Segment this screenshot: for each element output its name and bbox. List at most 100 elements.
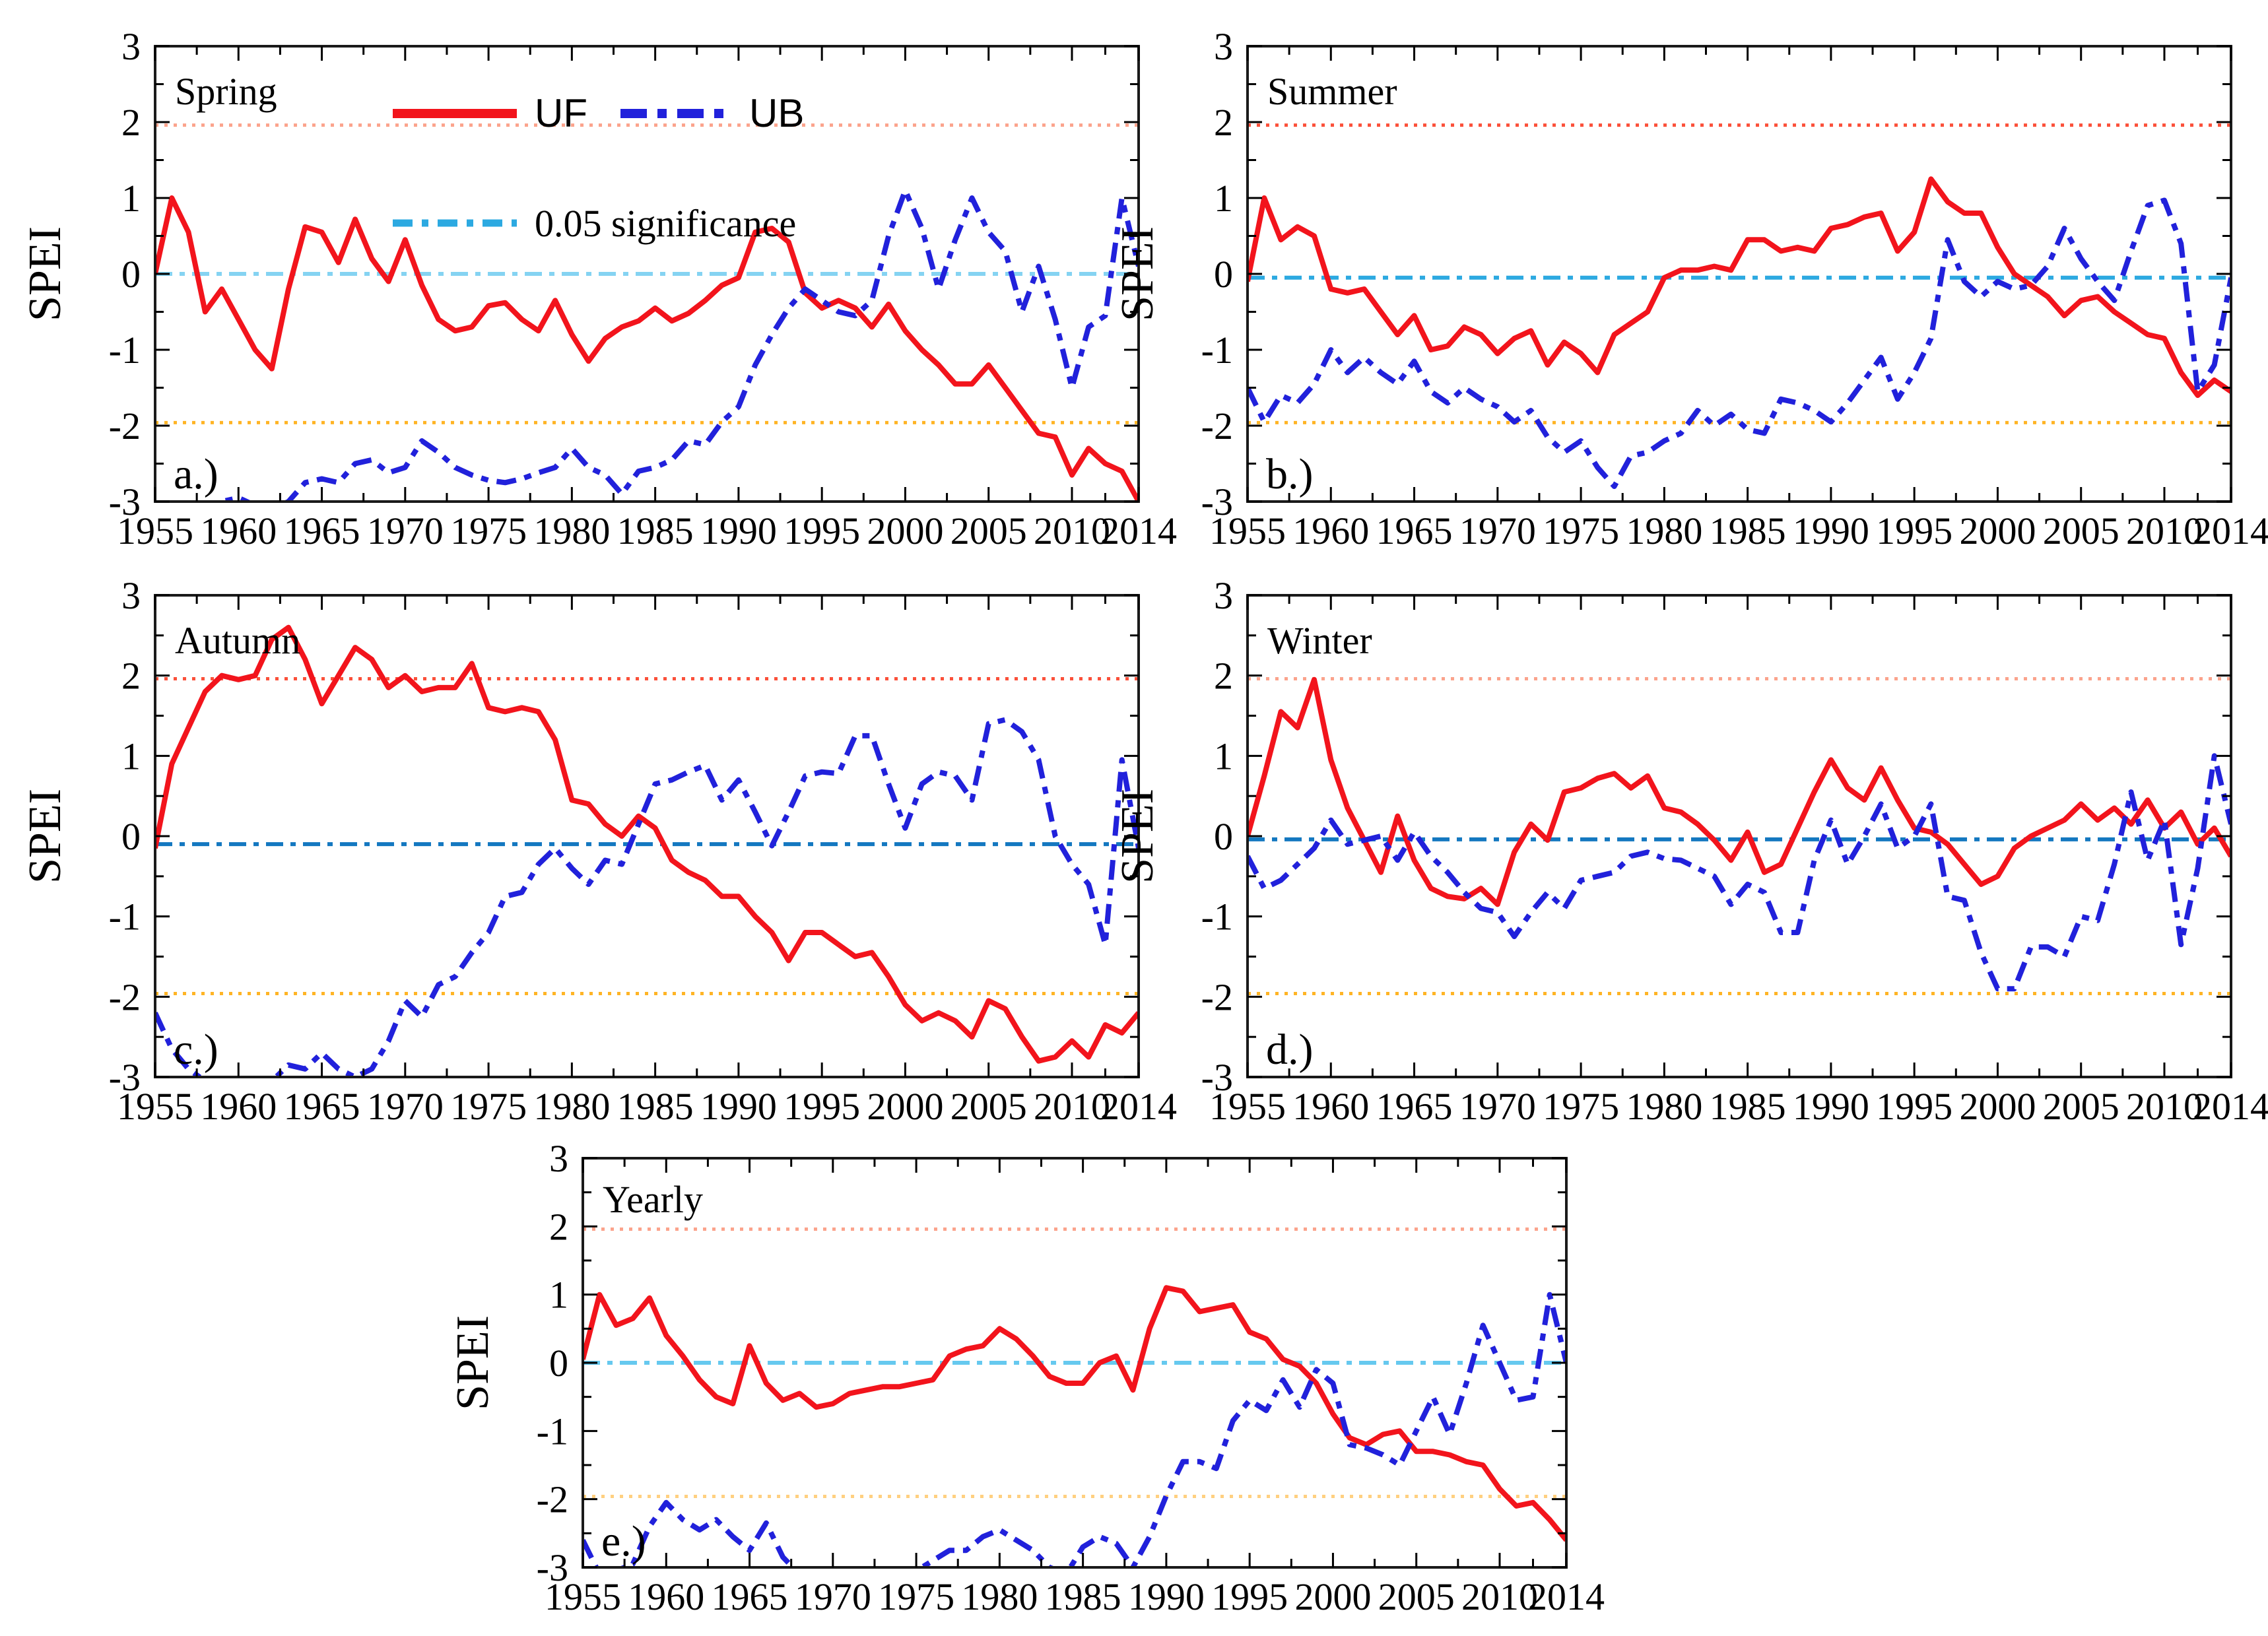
x-tick-label: 2010 <box>1034 509 1110 552</box>
y-tick-label: 0 <box>549 1342 568 1385</box>
x-tick-label: 1970 <box>1459 1085 1536 1128</box>
panel-title: Summer <box>1267 70 1397 113</box>
uf-line <box>155 624 1139 1064</box>
uf-line <box>583 1285 1566 1542</box>
x-tick-label: 2014 <box>2193 1085 2268 1128</box>
panel-winter: 1955 1960 1965 1970 1975 1980 1985 1990 1995 2000… <box>1116 575 2268 1160</box>
x-tick-label: 1955 <box>117 509 193 552</box>
x-tick-label: 1960 <box>1292 1085 1369 1128</box>
x-tick-labels: 1955 1960 1965 1970 1975 1980 1985 1990 1995 2000… <box>1209 509 2268 552</box>
x-tick-label: 1980 <box>1626 509 1702 552</box>
panel-title: Winter <box>1267 619 1372 662</box>
y-tick-label: -2 <box>109 975 141 1018</box>
y-tick-label: -1 <box>109 896 141 938</box>
y-tick-label: -2 <box>1201 975 1233 1018</box>
x-tick-label: 1970 <box>795 1575 871 1618</box>
winter-chart: 1955 1960 1965 1970 1975 1980 1985 1990 1995 2000… <box>1116 575 2268 1128</box>
x-tick-label: 2005 <box>2043 509 2119 552</box>
spring-chart: 1955 1960 1965 1970 1975 1980 1985 1990 1995 2000… <box>23 26 1177 552</box>
y-tick-label: 3 <box>1214 575 1233 617</box>
x-tick-label: 1990 <box>700 509 777 552</box>
summer-plot-area: 1955 1960 1965 1970 1975 1980 1985 1990 1995 2000… <box>1201 26 2268 552</box>
x-tick-label: 2010 <box>2126 1085 2203 1128</box>
y-tick-label: 1 <box>121 735 141 777</box>
x-tick-labels: 1955 1960 1965 1970 1975 1980 1985 1990 1995 2000… <box>117 1085 1177 1128</box>
x-tick-label: 1980 <box>533 509 610 552</box>
x-tick-label: 2010 <box>1034 1085 1110 1128</box>
y-tick-label: -2 <box>537 1478 568 1521</box>
panel-title: Autumn <box>175 619 300 662</box>
plot-box <box>1246 45 2232 503</box>
y-tick-label: 1 <box>1214 177 1233 220</box>
x-tick-label: 2014 <box>1528 1575 1605 1618</box>
autumn-plot-area: 1955 1960 1965 1970 1975 1980 1985 1990 1995 2000… <box>109 575 1177 1128</box>
plot-box <box>1246 594 2232 1078</box>
y-tick-label: 3 <box>121 575 141 617</box>
x-tick-label: 1975 <box>1543 1085 1619 1128</box>
uf-line <box>1248 176 2231 398</box>
ub-line <box>215 187 1139 502</box>
y-tick-label: 0 <box>1214 815 1233 858</box>
panel-title: Spring <box>175 70 277 113</box>
y-tick-label: -3 <box>537 1546 568 1589</box>
x-tick-label: 2010 <box>1461 1575 1538 1618</box>
x-tick-label: 1960 <box>200 509 277 552</box>
x-tick-label: 1955 <box>117 1085 193 1128</box>
y-tick-label: 1 <box>549 1274 568 1317</box>
x-tick-label: 2014 <box>1100 1085 1177 1128</box>
x-tick-label: 1960 <box>200 1085 277 1128</box>
y-tick-label: 0 <box>1214 253 1233 296</box>
x-tick-label: 1995 <box>784 509 860 552</box>
panel-summer: 1955 1960 1965 1970 1975 1980 1985 1990 1995 2000… <box>1116 26 2268 584</box>
y-axis-label: SPEI <box>23 226 71 321</box>
axis-ticks <box>1246 594 2232 1078</box>
y-tick-label: -1 <box>1201 329 1233 372</box>
x-tick-label: 2014 <box>2193 509 2268 552</box>
winter-plot-area: 1955 1960 1965 1970 1975 1980 1985 1990 1995 2000… <box>1201 575 2268 1128</box>
y-tick-label: -1 <box>1201 896 1233 938</box>
spring-plot-area: 1955 1960 1965 1970 1975 1980 1985 1990 1995 2000… <box>109 26 1177 552</box>
x-tick-label: 1955 <box>545 1575 621 1618</box>
x-tick-label: 1995 <box>1876 1085 1952 1128</box>
legend-ub-label: UB <box>749 91 804 135</box>
x-tick-label: 1985 <box>617 509 694 552</box>
y-tick-label: -3 <box>109 1056 141 1099</box>
x-tick-labels: 1955 1960 1965 1970 1975 1980 1985 1990 1995 2000… <box>117 509 1177 552</box>
x-tick-label: 1995 <box>1211 1575 1288 1618</box>
y-tick-labels: -3 -2 -1 0 1 2 3 <box>537 1138 568 1589</box>
axis-ticks <box>154 594 1140 1078</box>
y-tick-label: -3 <box>1201 480 1233 523</box>
x-tick-label: 1990 <box>1793 1085 1869 1128</box>
uf-line <box>155 195 1139 502</box>
x-tick-label: 1985 <box>1045 1575 1121 1618</box>
y-tick-label: -1 <box>537 1410 568 1453</box>
legend-uf-label: UF <box>535 91 587 135</box>
y-tick-label: 0 <box>121 815 141 858</box>
x-tick-label: 1985 <box>1710 509 1786 552</box>
x-tick-label: 1965 <box>284 509 360 552</box>
x-tick-label: 1990 <box>700 1085 777 1128</box>
panel-letter: e.) <box>601 1517 646 1565</box>
uf-line <box>1248 676 2231 907</box>
y-tick-label: -1 <box>109 329 141 372</box>
x-tick-label: 1970 <box>1459 509 1536 552</box>
y-axis-label: SPEI <box>451 1315 498 1410</box>
x-tick-label: 2000 <box>1959 509 2036 552</box>
y-tick-label: 1 <box>121 177 141 220</box>
x-tick-label: 1970 <box>367 1085 444 1128</box>
x-tick-label: 2005 <box>1378 1575 1455 1618</box>
x-tick-label: 1965 <box>1376 1085 1453 1128</box>
x-tick-label: 2005 <box>951 1085 1027 1128</box>
x-tick-label: 1995 <box>1876 509 1952 552</box>
x-tick-label: 2010 <box>2126 509 2203 552</box>
y-tick-label: 3 <box>549 1138 568 1180</box>
x-tick-label: 1995 <box>784 1085 860 1128</box>
panel-letter: c.) <box>174 1026 218 1074</box>
legend-sig-label: 0.05 significance <box>535 202 796 245</box>
x-tick-label: 1980 <box>961 1575 1038 1618</box>
autumn-chart: 1955 1960 1965 1970 1975 1980 1985 1990 1995 2000… <box>23 575 1177 1128</box>
axis-ticks <box>154 45 1140 503</box>
ub-line <box>1248 753 2231 992</box>
y-tick-label: 3 <box>1214 26 1233 68</box>
